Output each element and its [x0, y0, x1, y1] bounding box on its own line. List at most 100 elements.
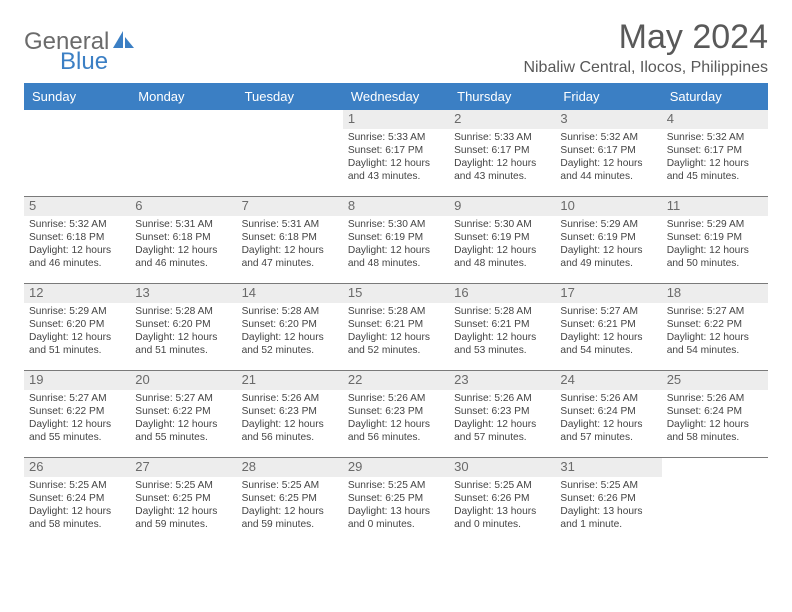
sunset-text: Sunset: 6:25 PM — [242, 492, 338, 505]
sunrise-text: Sunrise: 5:33 AM — [348, 131, 444, 144]
daylight-text: Daylight: 12 hours and 56 minutes. — [348, 418, 444, 444]
calendar-row: 19Sunrise: 5:27 AMSunset: 6:22 PMDayligh… — [24, 371, 768, 458]
daylight-text: Daylight: 12 hours and 52 minutes. — [242, 331, 338, 357]
calendar-cell: 9Sunrise: 5:30 AMSunset: 6:19 PMDaylight… — [449, 197, 555, 283]
sunset-text: Sunset: 6:19 PM — [560, 231, 656, 244]
weekday-col: Sunday — [24, 83, 130, 110]
sunset-text: Sunset: 6:19 PM — [348, 231, 444, 244]
weekday-col: Wednesday — [343, 83, 449, 110]
sunset-text: Sunset: 6:26 PM — [560, 492, 656, 505]
calendar-cell: 23Sunrise: 5:26 AMSunset: 6:23 PMDayligh… — [449, 371, 555, 457]
sunset-text: Sunset: 6:20 PM — [29, 318, 125, 331]
weekday-col: Tuesday — [237, 83, 343, 110]
day-number: 6 — [130, 197, 236, 216]
sunrise-text: Sunrise: 5:28 AM — [135, 305, 231, 318]
sunset-text: Sunset: 6:18 PM — [135, 231, 231, 244]
day-number: 21 — [237, 371, 343, 390]
sunset-text: Sunset: 6:23 PM — [348, 405, 444, 418]
day-number: 9 — [449, 197, 555, 216]
calendar-cell: 15Sunrise: 5:28 AMSunset: 6:21 PMDayligh… — [343, 284, 449, 370]
day-number: 18 — [662, 284, 768, 303]
day-number: 22 — [343, 371, 449, 390]
sunrise-text: Sunrise: 5:29 AM — [29, 305, 125, 318]
calendar-cell: 27Sunrise: 5:25 AMSunset: 6:25 PMDayligh… — [130, 458, 236, 544]
day-number: 16 — [449, 284, 555, 303]
day-number: 30 — [449, 458, 555, 477]
daylight-text: Daylight: 12 hours and 44 minutes. — [560, 157, 656, 183]
calendar-cell — [130, 110, 236, 196]
calendar-row: 26 Sunrise: 5:25 AM Sunset: 6:24 PM Dayligh… — [24, 458, 768, 544]
day-number: 26 — [24, 458, 130, 477]
sunset-text: Sunset: 6:26 PM — [454, 492, 550, 505]
sunrise-text: Sunrise: 5:25 AM — [348, 479, 444, 492]
daylight-text: Daylight: 12 hours and 53 minutes. — [454, 331, 550, 357]
calendar-cell: 16Sunrise: 5:28 AMSunset: 6:21 PMDayligh… — [449, 284, 555, 370]
calendar-cell: 1Sunrise: 5:33 AMSunset: 6:17 PMDaylight… — [343, 110, 449, 196]
sunset-text: Sunset: 6:22 PM — [667, 318, 763, 331]
sunrise-text: Sunrise: 5:28 AM — [454, 305, 550, 318]
calendar-cell: 17Sunrise: 5:27 AMSunset: 6:21 PMDayligh… — [555, 284, 661, 370]
logo-blue-row: Blue — [24, 48, 108, 76]
sunset-text: Sunset: 6:19 PM — [667, 231, 763, 244]
calendar-row: 5Sunrise: 5:32 AMSunset: 6:18 PMDaylight… — [24, 197, 768, 284]
day-number: 10 — [555, 197, 661, 216]
day-number: 7 — [237, 197, 343, 216]
day-number: 12 — [24, 284, 130, 303]
calendar-row: 12Sunrise: 5:29 AMSunset: 6:20 PMDayligh… — [24, 284, 768, 371]
calendar-cell: 18Sunrise: 5:27 AMSunset: 6:22 PMDayligh… — [662, 284, 768, 370]
daylight-text: Daylight: 12 hours and 43 minutes. — [348, 157, 444, 183]
sunrise-text: Sunrise: 5:32 AM — [667, 131, 763, 144]
daylight-text: Daylight: 12 hours and 59 minutes. — [242, 505, 338, 531]
sunset-text: Sunset: 6:19 PM — [454, 231, 550, 244]
calendar-cell — [24, 110, 130, 196]
calendar-cell: 26Sunrise: 5:25 AMSunset: 6:24 PMDayligh… — [24, 458, 130, 544]
day-number: 2 — [449, 110, 555, 129]
daylight-text: Daylight: 12 hours and 55 minutes. — [135, 418, 231, 444]
calendar-cell: 4Sunrise: 5:32 AMSunset: 6:17 PMDaylight… — [662, 110, 768, 196]
day-number: 5 — [24, 197, 130, 216]
calendar-cell: 22Sunrise: 5:26 AMSunset: 6:23 PMDayligh… — [343, 371, 449, 457]
day-number: 24 — [555, 371, 661, 390]
day-number: 11 — [662, 197, 768, 216]
daylight-text: Daylight: 12 hours and 51 minutes. — [135, 331, 231, 357]
sunrise-text: Sunrise: 5:26 AM — [667, 392, 763, 405]
day-number: 14 — [237, 284, 343, 303]
logo-text-blue: Blue — [60, 48, 108, 76]
sunrise-text: Sunrise: 5:32 AM — [560, 131, 656, 144]
calendar-cell: 14 Sunrise: 5:28 AMSunset: 6:20 PMDayligh… — [237, 284, 343, 370]
sunrise-text: Sunrise: 5:25 AM — [135, 479, 231, 492]
weekday-header: Sunday Monday Tuesday Wednesday Thursday… — [24, 83, 768, 110]
calendar-cell: 19Sunrise: 5:27 AMSunset: 6:22 PMDayligh… — [24, 371, 130, 457]
sunset-text: Sunset: 6:20 PM — [242, 318, 338, 331]
calendar-cell — [237, 110, 343, 196]
day-number: 31 — [555, 458, 661, 477]
calendar-cell: 13Sunrise: 5:28 AMSunset: 6:20 PMDayligh… — [130, 284, 236, 370]
sunrise-text: Sunrise: 5:26 AM — [242, 392, 338, 405]
sunset-text: Sunset: 6:23 PM — [454, 405, 550, 418]
sunrise-text: Sunrise: 5:31 AM — [135, 218, 231, 231]
day-number: 15 — [343, 284, 449, 303]
daylight-text: Daylight: 12 hours and 58 minutes. — [667, 418, 763, 444]
sunset-text: Sunset: 6:24 PM — [560, 405, 656, 418]
calendar-cell: 8Sunrise: 5:30 AMSunset: 6:19 PMDaylight… — [343, 197, 449, 283]
sunset-text: Sunset: 6:25 PM — [135, 492, 231, 505]
calendar-cell — [662, 458, 768, 544]
sunset-text: Sunset: 6:21 PM — [560, 318, 656, 331]
daylight-text: Daylight: 12 hours and 57 minutes. — [560, 418, 656, 444]
daylight-text: Daylight: 12 hours and 45 minutes. — [667, 157, 763, 183]
sunrise-text: Sunrise: 5:28 AM — [242, 305, 338, 318]
daylight-text: Daylight: 12 hours and 54 minutes. — [560, 331, 656, 357]
calendar-cell: 5Sunrise: 5:32 AMSunset: 6:18 PMDaylight… — [24, 197, 130, 283]
day-number: 25 — [662, 371, 768, 390]
logo-sail-icon — [113, 31, 135, 54]
sunrise-text: Sunrise: 5:29 AM — [667, 218, 763, 231]
daylight-text: Daylight: 12 hours and 57 minutes. — [454, 418, 550, 444]
weekday-col: Monday — [130, 83, 236, 110]
sunrise-text: Sunrise: 5:27 AM — [560, 305, 656, 318]
sunrise-text: Sunrise: 5:27 AM — [667, 305, 763, 318]
sunset-text: Sunset: 6:17 PM — [667, 144, 763, 157]
sunset-text: Sunset: 6:24 PM — [29, 492, 125, 505]
sunset-text: Sunset: 6:24 PM — [667, 405, 763, 418]
calendar-cell: 12Sunrise: 5:29 AMSunset: 6:20 PMDayligh… — [24, 284, 130, 370]
daylight-text: Daylight: 12 hours and 59 minutes. — [135, 505, 231, 531]
